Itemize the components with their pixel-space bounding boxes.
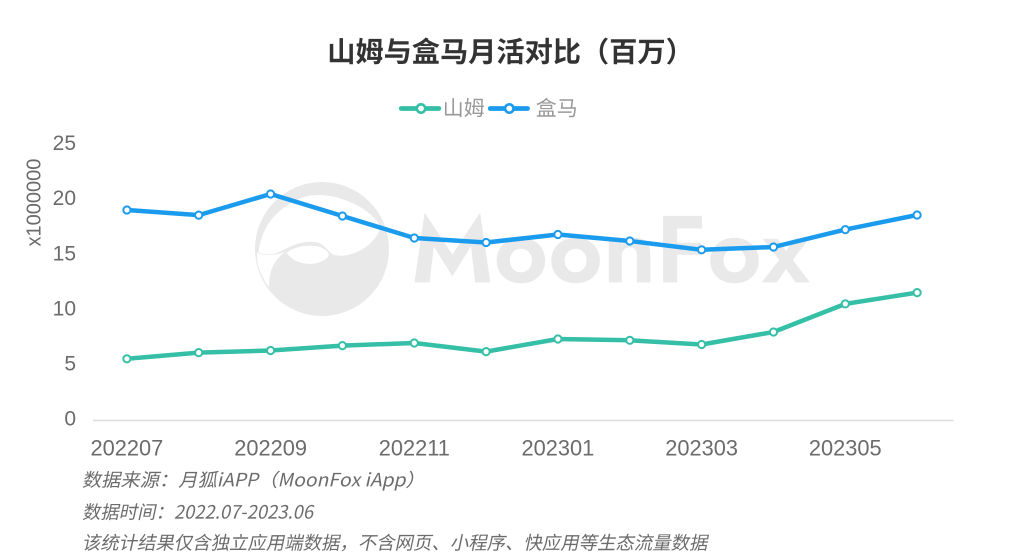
svg-text:10: 10 (53, 297, 76, 320)
svg-text:202303: 202303 (665, 436, 738, 461)
svg-text:0: 0 (64, 408, 76, 431)
svg-text:202301: 202301 (522, 436, 595, 461)
svg-text:202211: 202211 (379, 436, 450, 461)
svg-text:25: 25 (53, 132, 76, 155)
svg-text:5: 5 (64, 353, 76, 376)
svg-text:202305: 202305 (809, 436, 882, 461)
svg-text:202209: 202209 (234, 436, 307, 461)
svg-text:x1000000: x1000000 (23, 159, 45, 247)
svg-text:20: 20 (53, 187, 76, 210)
svg-text:15: 15 (53, 242, 76, 265)
svg-text:202207: 202207 (91, 436, 164, 461)
